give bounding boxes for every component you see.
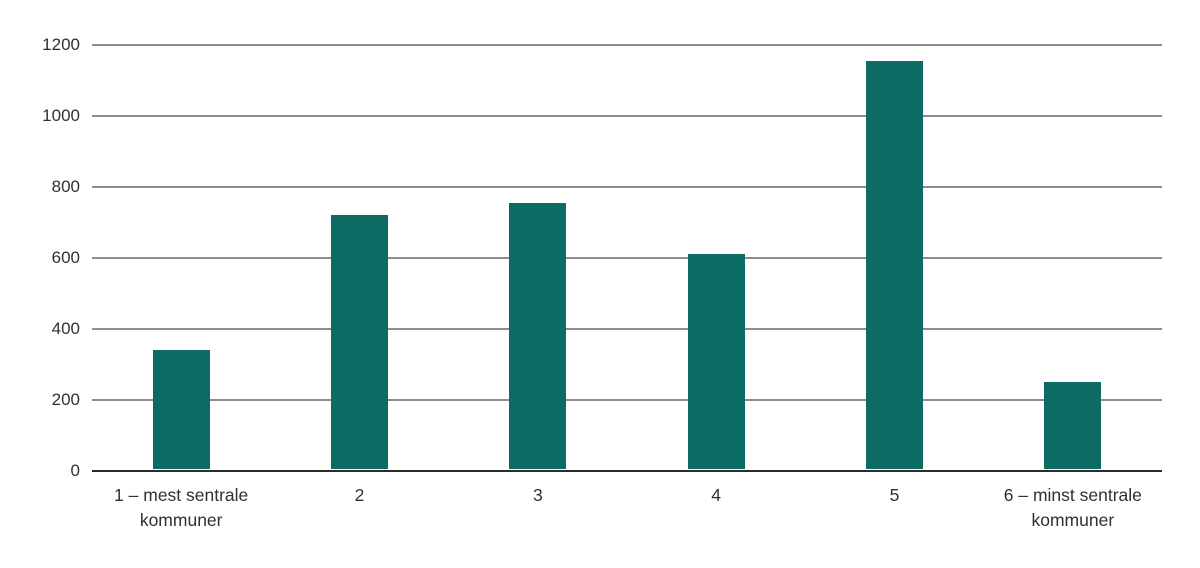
x-axis-category-label: 4 — [711, 485, 722, 505]
x-axis-category-label: 2 — [354, 485, 365, 505]
y-axis-tick-label: 0 — [70, 461, 80, 480]
bar-3 — [509, 202, 567, 469]
bar-4 — [687, 254, 745, 469]
gridline — [92, 399, 1162, 401]
gridline — [92, 115, 1162, 117]
bar-5 — [866, 60, 923, 469]
y-axis-tick-label: 400 — [51, 319, 80, 338]
bar-2 — [331, 215, 388, 469]
x-axis-line — [92, 470, 1162, 472]
y-axis-tick-label: 800 — [51, 177, 80, 196]
y-axis-tick-label: 1000 — [42, 106, 80, 125]
plot-area — [92, 44, 1162, 472]
gridline — [92, 257, 1162, 259]
bar-6 — [1044, 382, 1102, 469]
y-axis-tick-label: 200 — [51, 390, 80, 409]
y-axis-tick-label: 1200 — [42, 35, 80, 54]
bar-1 — [152, 350, 210, 469]
x-axis-category-label: 6 – minst sentrale kommuner — [1003, 485, 1142, 530]
gridline — [92, 186, 1162, 188]
x-axis-category-label: 5 — [889, 485, 900, 505]
gridline — [92, 44, 1162, 46]
x-axis: 1 – mest sentrale kommuner 2 3 4 5 6 – minst … — [92, 483, 1162, 543]
y-axis-tick-label: 600 — [51, 248, 80, 267]
x-axis-category-label: 3 — [532, 485, 543, 505]
gridline — [92, 328, 1162, 330]
x-axis-category-label: 1 – mest sentrale kommuner — [114, 485, 249, 530]
